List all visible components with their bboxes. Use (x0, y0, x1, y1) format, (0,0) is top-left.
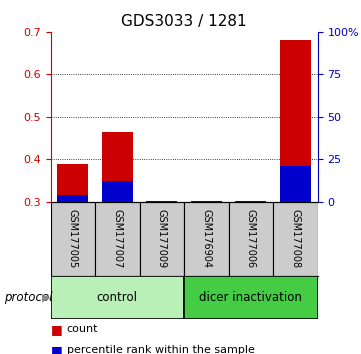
Bar (273, 202, 318, 276)
Bar (280, 166, 311, 202)
Bar (184, 276, 318, 319)
Text: protocol: protocol (4, 291, 52, 304)
Text: dicer inactivation: dicer inactivation (200, 291, 302, 304)
Bar (102, 181, 133, 202)
Text: GSM177006: GSM177006 (246, 209, 256, 269)
Text: GSM176904: GSM176904 (201, 210, 212, 268)
Title: GDS3033 / 1281: GDS3033 / 1281 (121, 14, 247, 29)
Text: GSM177005: GSM177005 (68, 209, 78, 269)
Bar (191, 201, 222, 202)
Text: GSM177009: GSM177009 (157, 209, 167, 269)
Bar (235, 201, 266, 202)
Bar (95, 202, 140, 276)
Text: percentile rank within the sample: percentile rank within the sample (67, 346, 255, 354)
Text: ▶: ▶ (42, 292, 50, 302)
Bar (146, 201, 177, 202)
Bar (57, 164, 88, 202)
Bar (146, 201, 177, 202)
Bar (184, 202, 229, 276)
Bar (51, 202, 95, 276)
Bar (57, 195, 88, 202)
Text: ■: ■ (51, 344, 62, 354)
Bar (191, 201, 222, 202)
Bar (102, 132, 133, 202)
Bar (280, 40, 311, 202)
Bar (140, 202, 184, 276)
Text: ■: ■ (51, 323, 62, 336)
Bar (235, 201, 266, 202)
Bar (51, 276, 184, 319)
Bar (229, 202, 273, 276)
Text: GSM177007: GSM177007 (112, 209, 122, 269)
Text: GSM177008: GSM177008 (290, 209, 300, 269)
Text: count: count (67, 324, 98, 334)
Text: control: control (97, 291, 138, 304)
